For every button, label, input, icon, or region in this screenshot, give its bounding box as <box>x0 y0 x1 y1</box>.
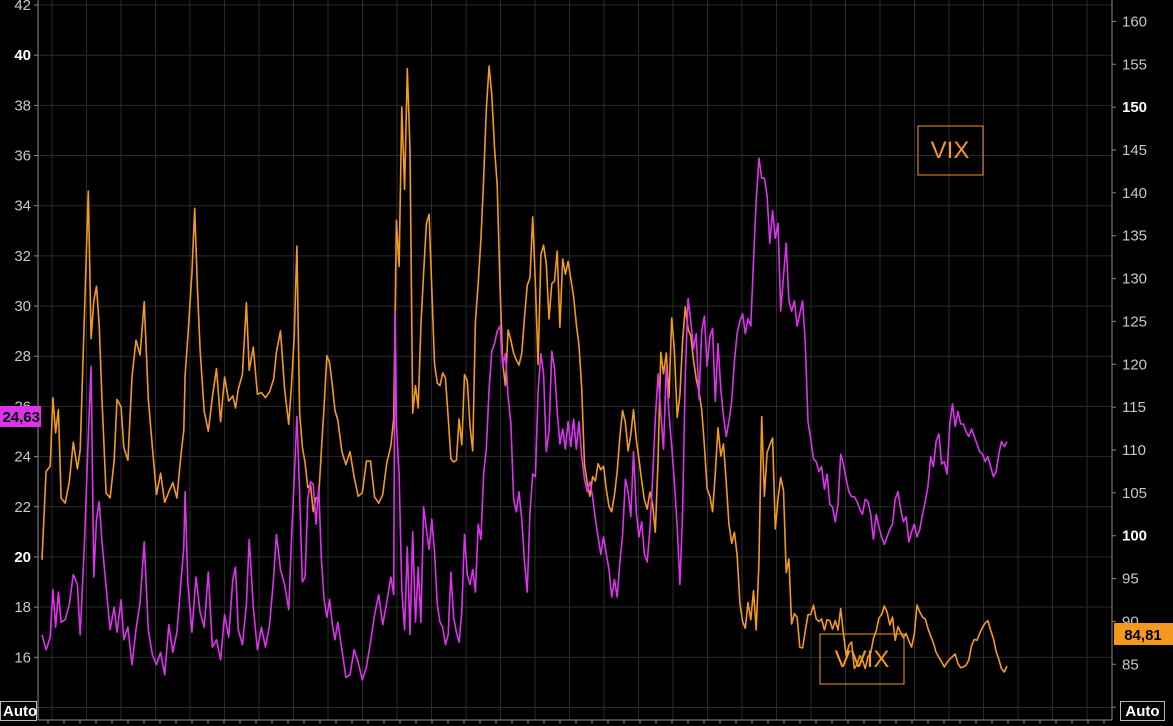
grid-lines <box>38 0 1112 720</box>
series-line-vvix <box>41 65 1008 673</box>
right-tick-label: 150 <box>1122 99 1147 116</box>
left-tick-label: 20 <box>14 549 31 566</box>
left-axis-auto-button[interactable]: Auto <box>0 701 37 721</box>
right-axis-ticks: 8085909510010511011512012513013514014515… <box>1112 13 1147 716</box>
vvix-last-value: 84,81 <box>1124 627 1162 644</box>
left-tick-label: 34 <box>14 198 31 215</box>
vvix-label-box <box>819 633 905 685</box>
vix-label: VIX <box>931 137 970 164</box>
series-layer <box>41 65 1008 681</box>
vix-label-box <box>917 125 984 176</box>
left-tick-label: 42 <box>14 0 31 14</box>
vix-last-value: 24,63 <box>2 409 40 426</box>
right-tick-label: 105 <box>1122 485 1147 502</box>
left-tick-label: 36 <box>14 148 31 165</box>
right-tick-label: 115 <box>1122 399 1146 416</box>
right-tick-label: 160 <box>1122 13 1147 30</box>
vix-last-value-badge <box>0 406 41 427</box>
right-tick-label: 85 <box>1122 656 1139 673</box>
right-tick-label: 110 <box>1122 442 1146 459</box>
right-tick-label: 100 <box>1122 528 1147 545</box>
right-tick-label: 95 <box>1122 571 1139 588</box>
left-tick-label: 38 <box>14 97 31 114</box>
right-tick-label: 120 <box>1122 356 1147 373</box>
right-axis-auto-button[interactable]: Auto <box>1120 701 1165 721</box>
left-tick-label: 24 <box>14 449 31 466</box>
axis-lines <box>37 0 1113 724</box>
right-tick-label: 155 <box>1122 56 1147 73</box>
right-tick-label: 125 <box>1122 313 1147 330</box>
left-tick-label: 22 <box>14 499 31 516</box>
left-tick-label: 30 <box>14 298 31 315</box>
left-tick-label: 32 <box>14 248 31 265</box>
series-line-vix <box>41 157 1008 681</box>
right-tick-label: 145 <box>1122 142 1147 159</box>
left-tick-label: 18 <box>14 599 31 616</box>
left-tick-label: 16 <box>14 649 31 666</box>
right-tick-label: 135 <box>1122 228 1147 245</box>
vvix-label: VVIX <box>835 646 890 673</box>
right-tick-label: 130 <box>1122 271 1147 288</box>
left-tick-label: 28 <box>14 348 31 365</box>
left-tick-label: 40 <box>14 47 31 64</box>
left-axis-ticks: 141618202224262830323436384042 <box>14 0 38 716</box>
right-tick-label: 140 <box>1122 185 1147 202</box>
vvix-last-value-badge <box>1114 623 1173 645</box>
